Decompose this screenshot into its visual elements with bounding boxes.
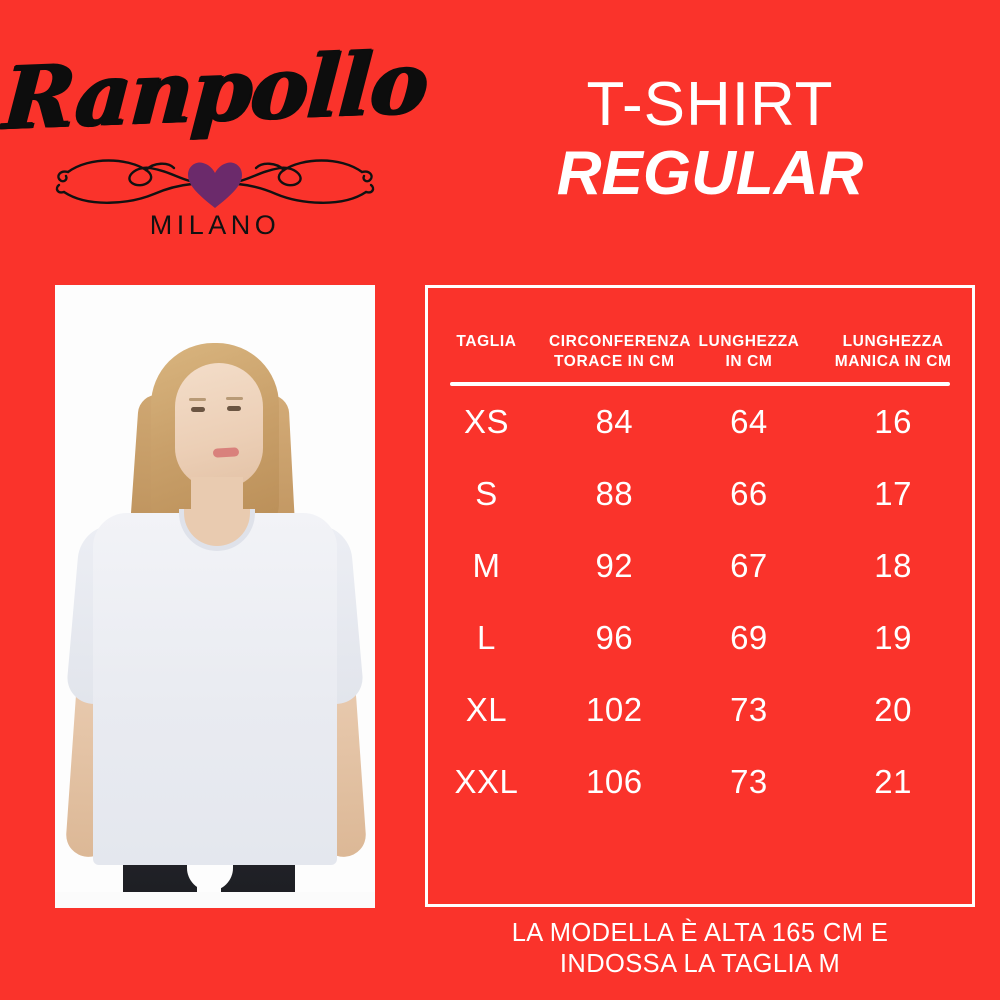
heart-icon [188, 162, 242, 208]
table-header: TAGLIA CIRCONFERENZA TORACE IN CM LUNGHE… [428, 288, 972, 386]
table-body: XS 84 64 16 S 88 66 17 M 92 67 18 L 96 69 19 XL 102 73 20 XX… [428, 386, 972, 818]
page-title: T-SHIRT [586, 70, 834, 139]
column-header-size-line1: TAGLIA [456, 333, 517, 350]
model-photo [55, 285, 375, 908]
table-row: L 96 69 19 [428, 602, 972, 674]
cell-length: 66 [730, 474, 768, 512]
cell-length: 67 [730, 546, 768, 584]
table-header-rule-row [428, 381, 972, 386]
table-header-divider [450, 381, 950, 386]
model-note: LA MODELLA È ALTA 165 CM E INDOSSA LA TA… [425, 918, 975, 980]
model-photo-frame [55, 285, 375, 908]
cell-size: M [472, 546, 501, 584]
cell-chest: 96 [595, 618, 634, 656]
cell-sleeve: 19 [874, 618, 912, 656]
cell-chest: 102 [586, 690, 643, 728]
column-header-sleeve: LUNGHEZZA MANICA IN CM [814, 288, 972, 382]
cell-chest: 84 [595, 402, 634, 440]
cell-chest: 92 [595, 546, 634, 584]
model-note-line2: INDOSSA LA TAGLIA M [559, 950, 841, 979]
table-row: S 88 66 17 [428, 458, 972, 530]
cell-length: 73 [730, 690, 768, 728]
cell-chest: 106 [586, 762, 643, 800]
title-block: T-SHIRT REGULAR [430, 72, 990, 209]
model-lips [212, 447, 240, 458]
size-chart-box: TAGLIA CIRCONFERENZA TORACE IN CM LUNGHE… [425, 285, 975, 907]
cell-chest: 88 [595, 474, 634, 512]
cell-size: L [477, 618, 496, 656]
cell-sleeve: 20 [874, 690, 912, 728]
column-header-chest-line1: CIRCONFERENZA [548, 333, 692, 350]
table-header-rule-cell [428, 381, 972, 386]
model-brow-left [189, 398, 206, 401]
cell-sleeve: 16 [874, 402, 912, 440]
column-header-size: TAGLIA [428, 288, 545, 382]
table-row: XXL 106 73 21 [428, 746, 972, 818]
cell-length: 64 [730, 402, 768, 440]
column-header-chest-line2: TORACE IN CM [554, 352, 675, 370]
brand-subtitle: MILANO [149, 210, 281, 240]
flourish-ornament-icon [55, 159, 375, 208]
model-face [175, 363, 263, 488]
column-header-chest: CIRCONFERENZA TORACE IN CM [545, 288, 691, 382]
cell-sleeve: 18 [874, 546, 912, 584]
model-note-line1: LA MODELLA È ALTA 165 CM E [511, 919, 889, 947]
cell-sleeve: 17 [874, 474, 912, 512]
size-chart-table: TAGLIA CIRCONFERENZA TORACE IN CM LUNGHE… [428, 288, 972, 818]
model-brow-right [226, 397, 243, 400]
cell-size: XXL [454, 762, 519, 800]
model-eye-right [227, 406, 241, 411]
column-header-sleeve-line1: LUNGHEZZA [842, 333, 944, 350]
column-header-length-line1: LUNGHEZZA [698, 333, 800, 350]
cell-size: XS [463, 402, 509, 440]
table-row: XS 84 64 16 [428, 386, 972, 458]
table-row: M 92 67 18 [428, 530, 972, 602]
brand-ornament [50, 152, 380, 214]
table-row: XL 102 73 20 [428, 674, 972, 746]
column-header-length-line2: IN CM [725, 352, 773, 370]
cell-length: 73 [730, 762, 768, 800]
tshirt-body [93, 513, 337, 865]
cell-sleeve: 21 [874, 762, 912, 800]
column-header-length: LUNGHEZZA IN CM [684, 288, 815, 382]
brand-wordmark: Ranpollo [0, 31, 431, 150]
cell-size: S [475, 474, 498, 512]
photo-bottom-edge [55, 892, 375, 908]
brand-logo: Ranpollo MILANO [0, 32, 430, 267]
column-header-sleeve-line2: MANICA IN CM [834, 352, 952, 370]
cell-size: XL [465, 690, 508, 728]
table-header-row: TAGLIA CIRCONFERENZA TORACE IN CM LUNGHE… [428, 288, 972, 382]
product-fit-label: REGULAR [556, 139, 864, 209]
model-eye-left [191, 407, 205, 412]
cell-length: 69 [730, 618, 768, 656]
